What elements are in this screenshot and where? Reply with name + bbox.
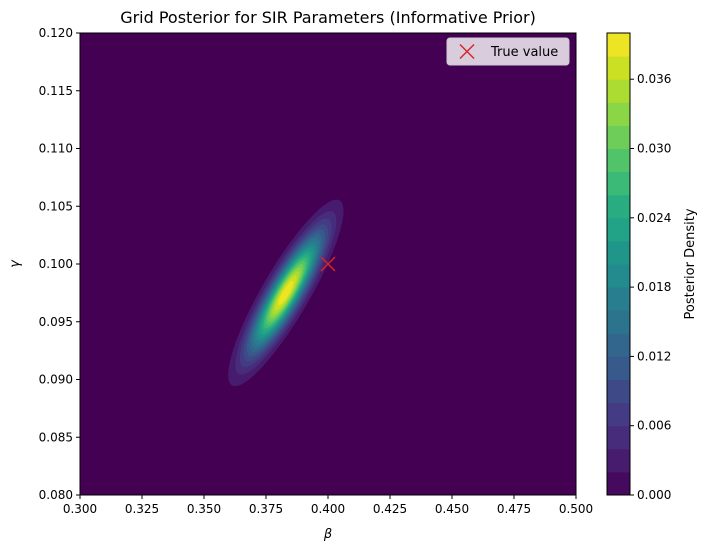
legend-box (446, 37, 570, 66)
y-tick-label: 0.095 (39, 315, 73, 329)
colorbar-tick-label: 0.018 (637, 280, 671, 294)
colorbar-tick-label: 0.006 (637, 419, 671, 433)
x-tick-label: 0.300 (63, 502, 97, 516)
colorbar-band (607, 287, 630, 311)
x-tick-label: 0.450 (435, 502, 469, 516)
colorbar-tick-label: 0.024 (637, 211, 671, 225)
x-tick-label: 0.325 (125, 502, 159, 516)
colorbar-band (607, 310, 630, 334)
y-tick-label: 0.115 (39, 84, 73, 98)
y-tick-label: 0.085 (39, 430, 73, 444)
x-tick-label: 0.375 (249, 502, 283, 516)
colorbar-band (607, 217, 630, 242)
colorbar-band (607, 240, 630, 265)
y-tick-label: 0.100 (39, 257, 73, 271)
y-tick-label: 0.105 (39, 199, 73, 213)
colorbar-band (607, 102, 630, 126)
legend-label-true-value: True value (490, 45, 558, 60)
colorbar-band (607, 333, 630, 357)
colorbar-band (607, 448, 630, 473)
x-tick-label: 0.475 (497, 502, 531, 516)
y-axis: 0.080 0.085 0.090 0.095 0.100 0.105 0.110 0.115… (39, 26, 80, 502)
contour-band (278, 280, 294, 306)
y-tick-label: 0.110 (39, 142, 73, 156)
colorbar-tick-label: 0.030 (637, 142, 671, 156)
y-tick-label: 0.120 (39, 26, 73, 40)
colorbar-band (607, 194, 630, 219)
colorbar-band (607, 379, 630, 404)
x-axis-label: β (323, 527, 332, 542)
x-tick-label: 0.425 (373, 502, 407, 516)
true-value-marker (320, 256, 336, 272)
colorbar-tick-label: 0.000 (637, 488, 671, 502)
x-axis: 0.300 0.325 0.350 0.375 0.400 0.425 0.450 0.475… (63, 495, 593, 516)
colorbar-band (607, 425, 630, 450)
colorbar-band (607, 402, 630, 427)
y-axis-label: γ (8, 259, 23, 268)
colorbar-band (607, 356, 630, 380)
chart-title: Grid Posterior for SIR Parameters (Infor… (120, 8, 536, 27)
colorbar-band (607, 56, 630, 80)
colorbar-band (607, 125, 630, 149)
legend-x-icon (459, 43, 475, 60)
density-contours (228, 199, 344, 387)
colorbar-tick-label: 0.012 (637, 349, 671, 363)
colorbar-band (607, 79, 630, 103)
colorbar-band (607, 471, 630, 496)
colorbar-band (607, 33, 630, 57)
plot-area (79, 32, 577, 496)
x-tick-label: 0.400 (311, 502, 345, 516)
colorbar-band (607, 264, 630, 288)
colorbar-band (607, 148, 630, 173)
y-tick-label: 0.080 (39, 488, 73, 502)
colorbar-tick-label: 0.036 (637, 72, 671, 86)
x-tick-label: 0.500 (559, 502, 593, 516)
legend: True value (446, 37, 570, 66)
y-tick-label: 0.090 (39, 373, 73, 387)
colorbar-frame (606, 32, 631, 496)
colorbar-band (607, 171, 630, 196)
true-value-x-stroke (320, 256, 336, 272)
colorbar-label: Posterior Density (683, 208, 698, 319)
colorbar: 0.000 0.006 0.012 0.018 0.024 0.030 0.036 (606, 32, 671, 502)
x-tick-label: 0.350 (187, 502, 221, 516)
